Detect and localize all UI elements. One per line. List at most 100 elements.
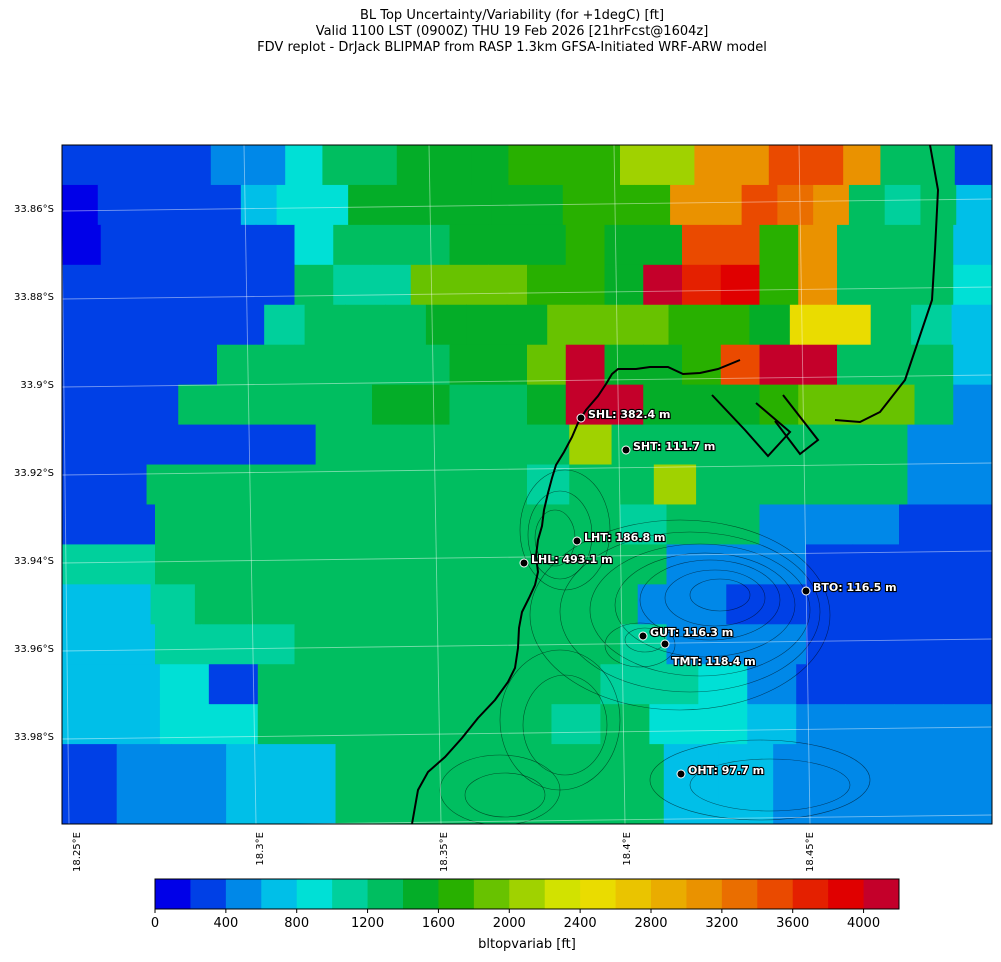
station-lht[interactable]: LHT: 186.8 m — [572, 530, 667, 546]
colorbar-swatch — [544, 879, 581, 909]
title-line-1: BL Top Uncertainty/Variability (for +1de… — [359, 8, 665, 23]
grid-cell — [294, 504, 342, 546]
grid-cell — [666, 544, 714, 585]
grid-cell — [837, 224, 877, 266]
grid-cell — [798, 264, 838, 306]
grid-cell — [100, 224, 141, 266]
station-marker — [621, 445, 631, 455]
grid-cell — [899, 544, 947, 585]
station-shl[interactable]: SHL: 382.4 m — [576, 407, 672, 423]
grid-cell — [718, 744, 774, 785]
grid-cell — [139, 224, 179, 266]
colorbar-swatch — [190, 879, 227, 909]
grid-cell — [171, 784, 227, 824]
grid-cell — [239, 584, 285, 625]
grid-cell — [682, 584, 727, 625]
grid-cell — [62, 584, 107, 625]
grid-cell — [335, 744, 391, 785]
grid-cell — [598, 184, 635, 226]
grid-cell — [698, 704, 748, 745]
grid-cell — [217, 344, 257, 386]
grid-cell — [882, 744, 938, 785]
grid-cell — [773, 744, 829, 785]
grid-cell — [657, 145, 695, 186]
grid-cell — [404, 664, 455, 705]
grid-cell — [604, 344, 644, 386]
grid-cell — [62, 704, 112, 745]
grid-cell — [604, 224, 644, 266]
grid-cell — [419, 184, 457, 226]
grid-cell — [104, 424, 148, 466]
grid-cell — [499, 744, 555, 785]
grid-cell — [852, 504, 900, 546]
station-tmt[interactable]: TMT: 118.4 m — [660, 639, 757, 669]
grid-cell — [682, 224, 722, 266]
grid-cell — [333, 264, 373, 306]
station-marker — [660, 639, 670, 649]
grid-cell — [159, 704, 210, 745]
colorbar-swatch — [828, 879, 865, 909]
grid-cell — [738, 464, 782, 506]
grid-cell — [741, 184, 778, 226]
grid-cell — [882, 784, 938, 824]
grid-cell — [434, 624, 482, 665]
grid-cell — [884, 184, 922, 226]
grid-cell — [569, 424, 613, 466]
grid-cell — [312, 184, 349, 226]
grid-cell — [217, 384, 257, 426]
colorbar-swatch — [757, 879, 794, 909]
grid-cell — [372, 344, 412, 386]
grid-cell — [294, 224, 334, 266]
station-bto[interactable]: BTO: 116.5 m — [801, 580, 898, 596]
grid-cell — [488, 264, 528, 306]
grid-cell — [953, 384, 992, 426]
grid-cell — [907, 464, 951, 506]
grid-cell — [231, 464, 274, 506]
grid-cell — [387, 504, 435, 546]
grid-cell — [894, 664, 944, 705]
lat-tick-label: 33.88°S — [14, 292, 54, 303]
grid-cell — [387, 624, 435, 665]
grid-cell — [545, 145, 584, 186]
station-lhl[interactable]: LHL: 493.1 m — [519, 552, 614, 568]
station-sht[interactable]: SHT: 111.7 m — [621, 439, 716, 455]
grid-cell — [527, 224, 567, 266]
grid-cell — [759, 544, 807, 585]
station-gut[interactable]: GUT: 116.3 m — [638, 625, 734, 641]
colorbar-swatch — [296, 879, 333, 909]
grid-cell — [460, 584, 506, 625]
station-oht[interactable]: OHT: 97.7 m — [676, 763, 765, 779]
grid-cell — [504, 584, 550, 625]
grid-cell — [100, 344, 141, 386]
station-label: LHT: 186.8 m — [584, 531, 665, 544]
grid-cell — [875, 224, 916, 266]
colorbar-swatch — [509, 879, 546, 909]
grid-cell — [273, 464, 317, 506]
harbour-breakwater — [711, 394, 820, 458]
grid-cell — [666, 504, 714, 546]
lat-tick-label: 33.9°S — [20, 380, 54, 391]
colorbar-swatch — [863, 879, 900, 909]
grid-cell — [372, 264, 412, 306]
colorbar-swatch — [155, 879, 191, 909]
grid-cell — [666, 624, 714, 665]
grid-cell — [178, 264, 218, 306]
grid-cell — [914, 344, 954, 386]
grid-cell — [333, 224, 373, 266]
grid-cell — [444, 784, 501, 824]
grid-cell — [903, 584, 949, 625]
grid-cell — [822, 424, 866, 466]
colorbar-swatch — [225, 879, 262, 909]
grid-cell — [643, 264, 683, 306]
grid-cell — [508, 145, 547, 186]
grid-cell — [484, 424, 528, 466]
grid-cell — [698, 664, 748, 705]
grid-cell — [780, 464, 824, 506]
grid-cell — [116, 744, 173, 785]
grid-cell — [139, 384, 179, 426]
grid-cell — [634, 184, 671, 226]
grid-cell — [333, 344, 373, 386]
grid-cell — [949, 424, 992, 466]
grid-cell — [223, 304, 265, 346]
